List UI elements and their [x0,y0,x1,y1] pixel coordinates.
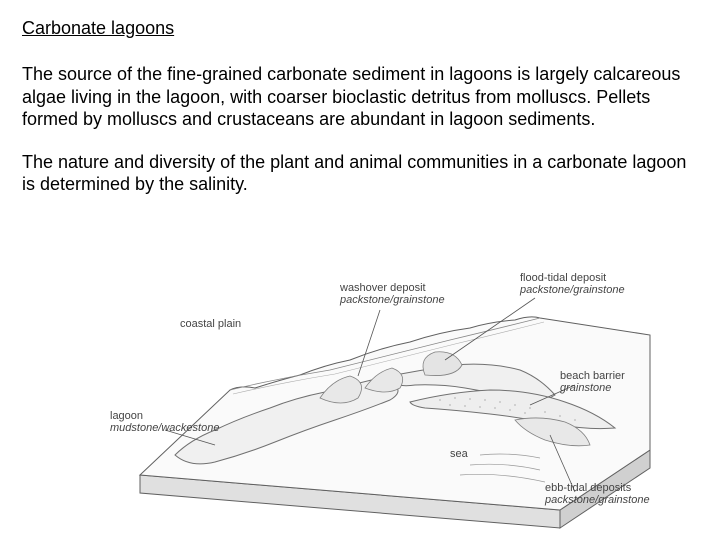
lagoon-diagram: coastal plain washover deposit packstone… [120,280,680,530]
anno-lagoon-label: lagoon [110,410,143,422]
paragraph-1: The source of the fine-grained carbonate… [22,63,698,131]
anno-flood-label: flood-tidal deposit [520,272,606,284]
anno-coastal: coastal plain [180,318,241,330]
anno-flood-facies: packstone/grainstone [520,284,625,296]
page-title: Carbonate lagoons [22,18,698,39]
anno-lagoon: lagoon mudstone/wackestone [110,410,219,434]
anno-ebb: ebb-tidal deposits packstone/grainstone [545,482,650,506]
anno-flood: flood-tidal deposit packstone/grainstone [520,272,625,296]
anno-beach: beach barrier grainstone [560,370,625,394]
anno-washover-facies: packstone/grainstone [340,294,445,306]
anno-coastal-label: coastal plain [180,318,241,330]
anno-ebb-label: ebb-tidal deposits [545,482,631,494]
anno-ebb-facies: packstone/grainstone [545,494,650,506]
anno-beach-facies: grainstone [560,382,611,394]
anno-sea-label: sea [450,448,468,460]
anno-sea: sea [450,448,468,460]
anno-washover: washover deposit packstone/grainstone [340,282,445,306]
paragraph-2: The nature and diversity of the plant an… [22,151,698,196]
anno-lagoon-facies: mudstone/wackestone [110,422,219,434]
anno-washover-label: washover deposit [340,282,426,294]
anno-beach-label: beach barrier [560,370,625,382]
